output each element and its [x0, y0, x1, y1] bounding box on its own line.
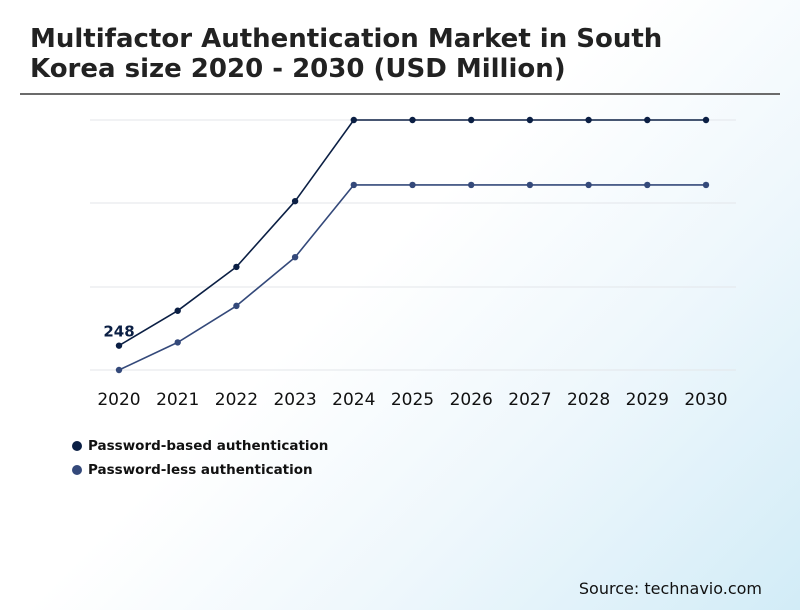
data-point-s0-2029 [644, 116, 651, 124]
legend-item-password-less[interactable]: Password-less authentication [72, 458, 328, 482]
x-tick-label-2026: 2026 [450, 390, 493, 410]
data-point-s1-2030 [702, 181, 710, 189]
data-point-s0-2027 [526, 116, 534, 124]
data-point-s0-2024 [350, 116, 357, 124]
x-tick-label-2023: 2023 [273, 390, 316, 410]
series-line-0 [118, 119, 706, 347]
series-lines [118, 119, 706, 371]
x-tick-label-2025: 2025 [391, 390, 434, 410]
x-tick-label-2030: 2030 [684, 390, 727, 410]
data-point-s1-2023 [291, 253, 299, 261]
data-point-s1-2026 [468, 181, 475, 189]
x-axis-ticks: 2020 2021 2022 2023 2024 2025 2026 2027 2028 2029… [97, 390, 727, 410]
series-line-1 [118, 184, 706, 371]
data-point-s1-2027 [526, 181, 534, 189]
x-tick-label-2027: 2027 [508, 390, 551, 410]
data-point-s0-2025 [409, 116, 416, 124]
gridlines [90, 119, 736, 371]
data-point-s0-2023 [291, 197, 299, 205]
x-tick-label-2024: 2024 [332, 390, 375, 410]
data-point-s0-2028 [585, 116, 592, 124]
data-point-s1-2028 [585, 181, 592, 189]
data-point-s1-2021 [174, 339, 181, 346]
source-credit: Source: technavio.com [578, 579, 762, 598]
data-point-s0-2020 [115, 342, 123, 349]
x-tick-label-2020: 2020 [97, 390, 140, 410]
data-labels: 248 [103, 323, 134, 341]
data-point-s1-2025 [409, 181, 416, 189]
x-tick-label-2028: 2028 [567, 390, 610, 410]
data-point-s0-2022 [233, 263, 240, 271]
data-point-s1-2020 [115, 366, 123, 374]
data-point-s0-2026 [468, 116, 475, 124]
legend-dot-password-based [72, 441, 82, 451]
data-points [115, 116, 710, 374]
chart-title: Multifactor Authentication Market in Sou… [30, 24, 663, 84]
x-tick-label-2029: 2029 [626, 390, 669, 410]
legend-dot-password-less [72, 465, 82, 475]
data-point-s0-2021 [174, 307, 181, 314]
data-point-s1-2029 [644, 181, 651, 189]
legend-item-password-based[interactable]: Password-based authentication [72, 434, 328, 458]
x-tick-label-2021: 2021 [156, 390, 199, 410]
x-tick-label-2022: 2022 [215, 390, 258, 410]
legend: Password-based authentication Password-l… [72, 434, 328, 482]
data-point-s1-2024 [350, 181, 357, 189]
title-divider [20, 93, 780, 95]
legend-label-password-less: Password-less authentication [88, 462, 313, 478]
legend-label-password-based: Password-based authentication [88, 438, 329, 454]
data-point-s1-2022 [233, 302, 240, 310]
data-point-s0-2030 [702, 116, 710, 124]
data-label-0: 248 [103, 323, 134, 341]
